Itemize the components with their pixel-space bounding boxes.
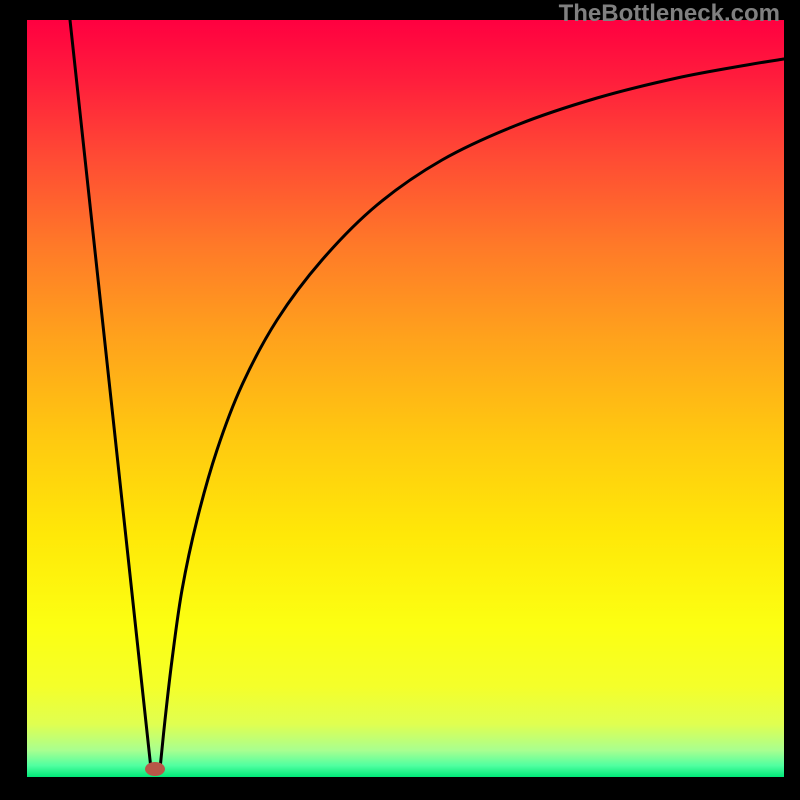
chart-container: TheBottleneck.com xyxy=(0,0,800,800)
bottleneck-curve xyxy=(27,20,784,777)
watermark-text: TheBottleneck.com xyxy=(559,0,780,28)
plot-area xyxy=(27,20,784,777)
